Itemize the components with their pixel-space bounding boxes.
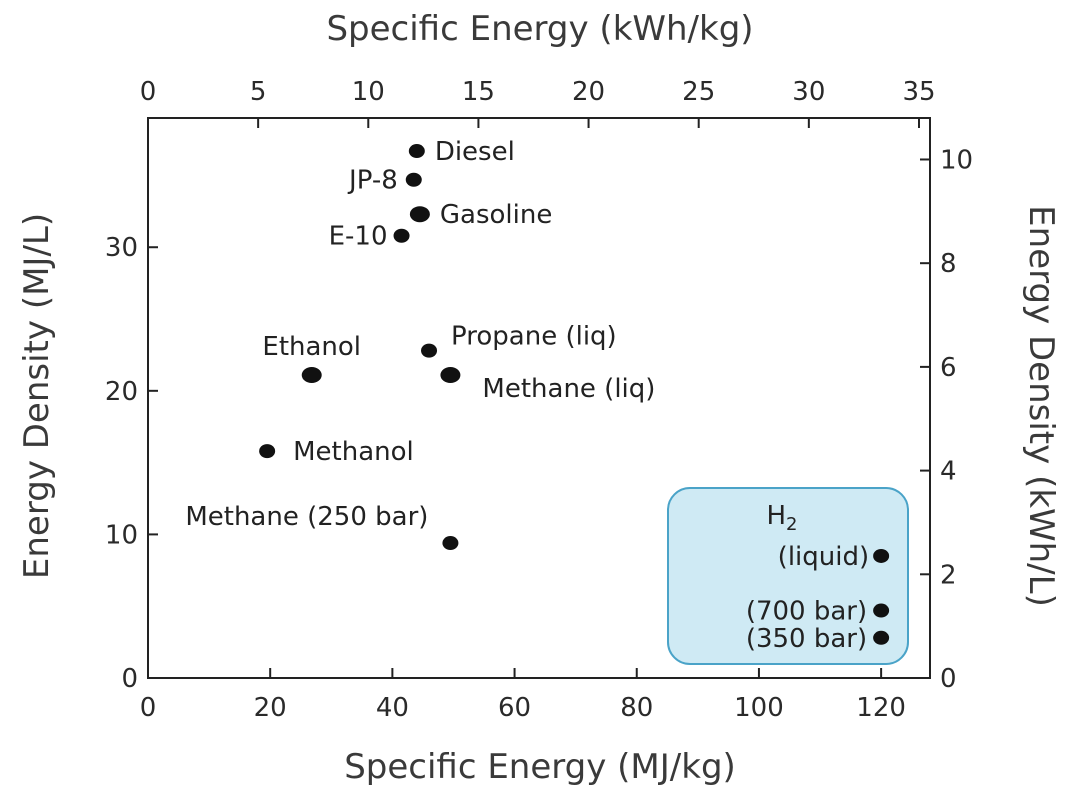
point-marker-4 bbox=[301, 367, 322, 384]
point-marker-1 bbox=[405, 172, 422, 187]
point-marker-10 bbox=[873, 603, 890, 618]
point-label-11: (350 bar) bbox=[746, 624, 867, 654]
points-layer: Diesel JP-8 Gasoline E-10 Ethanol Propane (li… bbox=[185, 137, 890, 654]
point-label-1: JP-8 bbox=[347, 166, 398, 196]
y2-tick-label-5: 10 bbox=[940, 145, 973, 175]
point-marker-6 bbox=[440, 367, 461, 384]
y-tick-label-0: 0 bbox=[121, 664, 138, 694]
x2-tick-label-2: 10 bbox=[352, 77, 385, 107]
x2-tick-label-5: 25 bbox=[682, 77, 715, 107]
point-label-7: Methanol bbox=[293, 437, 414, 467]
x-tick-label-0: 0 bbox=[140, 693, 157, 723]
x2-axis-title: Specific Energy (kWh/kg) bbox=[326, 9, 753, 49]
point-label-5: Propane (liq) bbox=[451, 322, 617, 352]
x2-tick-label-0: 0 bbox=[140, 77, 157, 107]
ticks-layer: 0 20 40 60 80 100 120 0 5 10 15 20 25 30 35 0 10 20 30 0 2 4 6… bbox=[105, 77, 973, 723]
x2-tick-label-1: 5 bbox=[250, 77, 267, 107]
point-marker-0 bbox=[408, 144, 425, 159]
y-tick-label-2: 20 bbox=[105, 377, 138, 407]
y2-tick-label-1: 2 bbox=[940, 560, 957, 590]
y2-tick-label-0: 0 bbox=[940, 664, 957, 694]
x-axis-title: Specific Energy (MJ/kg) bbox=[344, 747, 736, 787]
point-label-3: E-10 bbox=[329, 222, 388, 252]
x-tick-label-2: 40 bbox=[376, 693, 409, 723]
y-tick-label-3: 30 bbox=[105, 233, 138, 263]
point-marker-9 bbox=[873, 548, 890, 563]
h2-box-title: H2 bbox=[766, 501, 797, 535]
x-tick-label-1: 20 bbox=[254, 693, 287, 723]
y2-tick-label-2: 4 bbox=[940, 457, 957, 487]
x2-tick-label-4: 20 bbox=[572, 77, 605, 107]
point-marker-3 bbox=[393, 228, 410, 243]
x-tick-label-3: 60 bbox=[498, 693, 531, 723]
point-label-8: Methane (250 bar) bbox=[185, 502, 428, 532]
point-marker-2 bbox=[409, 206, 430, 223]
x-tick-label-5: 100 bbox=[734, 693, 784, 723]
x2-tick-label-3: 15 bbox=[462, 77, 495, 107]
x2-tick-label-6: 30 bbox=[792, 77, 825, 107]
y-tick-label-1: 10 bbox=[105, 520, 138, 550]
x-tick-label-4: 80 bbox=[620, 693, 653, 723]
point-marker-5 bbox=[421, 343, 438, 358]
point-label-0: Diesel bbox=[435, 137, 515, 167]
x2-tick-label-7: 35 bbox=[902, 77, 935, 107]
point-label-6: Methane (liq) bbox=[482, 374, 655, 404]
point-marker-8 bbox=[442, 536, 459, 551]
y-axis-title: Energy Density (MJ/L) bbox=[17, 213, 57, 579]
plot-frame bbox=[147, 117, 931, 679]
y2-axis-title: Energy Density (kWh/L) bbox=[1021, 205, 1061, 607]
point-label-10: (700 bar) bbox=[746, 597, 867, 627]
point-marker-7 bbox=[259, 444, 276, 459]
point-label-4: Ethanol bbox=[262, 332, 361, 362]
h2-box-subscript: 2 bbox=[786, 514, 797, 535]
h2-box bbox=[667, 487, 909, 665]
x-tick-label-6: 120 bbox=[856, 693, 906, 723]
y2-tick-label-3: 6 bbox=[940, 353, 957, 383]
h2-group: H2 bbox=[667, 487, 909, 665]
point-marker-11 bbox=[873, 630, 890, 645]
point-label-2: Gasoline bbox=[440, 200, 552, 230]
y2-tick-label-4: 8 bbox=[940, 249, 957, 279]
point-label-9: (liquid) bbox=[778, 542, 869, 572]
